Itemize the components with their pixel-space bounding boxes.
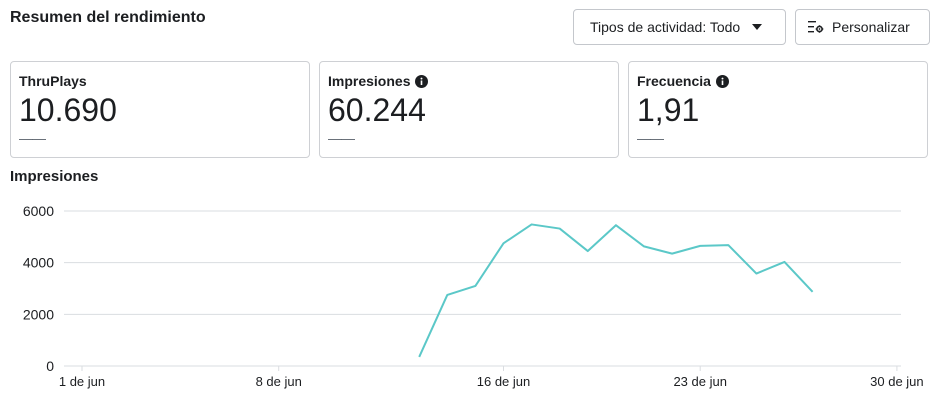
page-title: Resumen del rendimiento: [10, 9, 206, 26]
customize-label: Personalizar: [832, 19, 910, 35]
metric-value: 1,91: [637, 92, 700, 128]
activity-types-label: Tipos de actividad: Todo: [590, 19, 741, 35]
metric-delta: ——: [637, 130, 664, 146]
metric-label-text: ThruPlays: [19, 73, 87, 89]
info-icon[interactable]: [415, 74, 429, 88]
y-tick-label: 6000: [23, 203, 54, 219]
series-line: [418, 223, 814, 358]
metric-delta: ——: [19, 130, 46, 146]
customize-button[interactable]: Personalizar: [795, 9, 930, 45]
metric-value: 10.690: [19, 92, 117, 128]
y-tick-label: 0: [46, 358, 54, 374]
x-tick-label: 16 de jun: [477, 374, 531, 389]
y-tick-label: 2000: [23, 306, 54, 322]
metric-label: ThruPlays: [19, 72, 301, 90]
x-tick-label: 8 de jun: [256, 374, 302, 389]
metric-label-text: Frecuencia: [637, 73, 711, 89]
info-icon[interactable]: [715, 74, 729, 88]
impressions-line-chart: 0 2000 4000 6000 1 de jun 8 de jun 16 de jun 23…: [23, 203, 924, 389]
metric-label-text: Impresiones: [328, 73, 411, 89]
x-tick-label: 1 de jun: [59, 374, 105, 389]
caret-down-icon: [752, 24, 763, 30]
chart-title: Impresiones: [10, 168, 99, 185]
metric-delta: ——: [328, 130, 355, 146]
metric-label: Impresiones: [328, 72, 610, 90]
metric-card-frequency: Frecuencia 1,91 ——: [628, 61, 928, 158]
activity-types-dropdown[interactable]: Tipos de actividad: Todo: [573, 9, 786, 45]
customize-settings-icon: [808, 20, 824, 34]
x-tick-label: 23 de jun: [673, 374, 727, 389]
metric-card-impressions: Impresiones 60.244 ——: [319, 61, 619, 158]
metric-card-thruplays: ThruPlays 10.690 ——: [10, 61, 310, 158]
metric-value: 60.244: [328, 92, 426, 128]
metric-label: Frecuencia: [637, 72, 919, 90]
x-tick-label: 30 de jun: [870, 374, 924, 389]
y-tick-label: 4000: [23, 255, 54, 271]
